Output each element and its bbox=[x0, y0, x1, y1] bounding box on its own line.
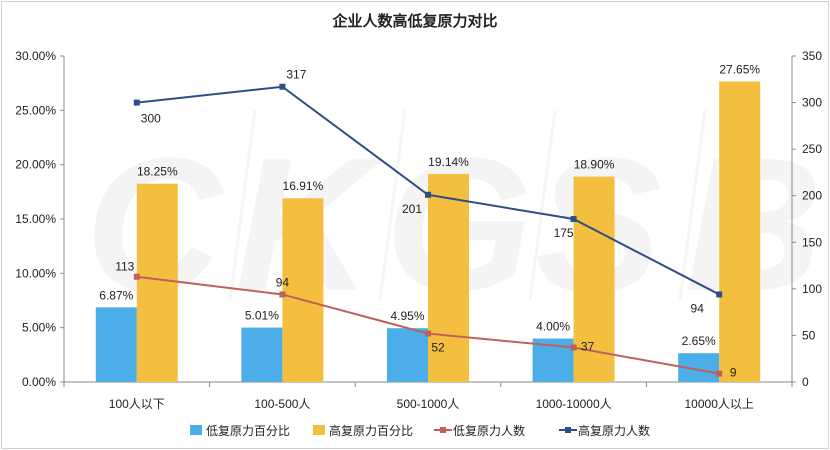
low-count-data-label: 37 bbox=[581, 340, 595, 354]
high-count-marker bbox=[425, 191, 431, 198]
watermark-slash bbox=[528, 109, 557, 301]
high-resilience-pct-bar bbox=[136, 183, 178, 382]
legend-label: 高复原力人数 bbox=[578, 423, 650, 438]
high-count-data-label: 94 bbox=[691, 301, 705, 315]
right-tick-label: 250 bbox=[802, 142, 822, 156]
low-pct-data-label: 4.00% bbox=[536, 320, 570, 334]
right-tick-label: 0 bbox=[802, 375, 809, 389]
low-pct-data-label: 5.01% bbox=[245, 309, 279, 323]
high-pct-data-label: 27.65% bbox=[719, 63, 760, 77]
high-count-marker bbox=[570, 216, 577, 222]
left-tick-label: 30.00% bbox=[15, 49, 56, 63]
low-count-data-label: 113 bbox=[115, 260, 134, 274]
left-tick-label: 25.00% bbox=[15, 103, 56, 117]
low-pct-data-label: 6.87% bbox=[99, 288, 133, 302]
legend-marker-2 bbox=[440, 427, 446, 433]
legend-label: 高复原力百分比 bbox=[329, 423, 413, 438]
legend-swatch-0 bbox=[190, 425, 202, 435]
left-tick-label: 20.00% bbox=[15, 158, 56, 172]
left-tick-label: 0.00% bbox=[22, 375, 56, 389]
x-tick-label: 100人以下 bbox=[109, 397, 165, 411]
high-pct-data-label: 18.90% bbox=[574, 158, 615, 172]
low-count-marker bbox=[570, 344, 577, 351]
low-pct-data-label: 4.95% bbox=[390, 309, 424, 323]
high-resilience-pct-bar bbox=[282, 198, 324, 382]
high-pct-data-label: 19.14% bbox=[428, 155, 469, 169]
high-pct-data-label: 18.25% bbox=[137, 165, 178, 179]
x-tick-label: 500-1000人 bbox=[397, 397, 460, 411]
low-resilience-pct-bar bbox=[241, 327, 283, 382]
low-pct-data-label: 2.65% bbox=[682, 334, 716, 348]
low-count-marker bbox=[279, 291, 286, 298]
low-count-data-label: 94 bbox=[276, 275, 290, 289]
legend-label: 低复原力人数 bbox=[453, 423, 525, 438]
high-count-marker bbox=[133, 99, 140, 106]
high-count-data-label: 201 bbox=[402, 202, 422, 216]
right-tick-label: 100 bbox=[802, 282, 822, 296]
x-tick-label: 100-500人 bbox=[254, 397, 310, 411]
chart-title: 企业人数高低复原力对比 bbox=[331, 12, 497, 30]
right-tick-label: 200 bbox=[802, 189, 822, 203]
low-count-data-label: 9 bbox=[730, 366, 737, 380]
legend-swatch-1 bbox=[313, 425, 325, 435]
watermark-slash bbox=[228, 109, 257, 301]
left-tick-label: 5.00% bbox=[22, 321, 56, 335]
low-count-marker bbox=[716, 370, 723, 377]
low-count-marker bbox=[425, 330, 431, 337]
right-tick-label: 300 bbox=[802, 96, 822, 110]
left-tick-label: 15.00% bbox=[15, 212, 56, 226]
x-tick-label: 1000-10000人 bbox=[536, 397, 612, 411]
legend-label: 低复原力百分比 bbox=[206, 424, 290, 438]
x-tick-label: 10000人以上 bbox=[685, 397, 754, 411]
right-tick-label: 350 bbox=[802, 49, 822, 63]
high-resilience-pct-bar bbox=[428, 174, 469, 382]
legend-marker-3 bbox=[565, 427, 571, 433]
high-count-data-label: 175 bbox=[554, 226, 574, 240]
watermark-slash bbox=[678, 109, 707, 301]
left-tick-label: 10.00% bbox=[15, 266, 56, 280]
high-resilience-pct-bar bbox=[719, 81, 761, 382]
watermark-slash bbox=[378, 109, 407, 301]
low-count-data-label: 52 bbox=[431, 341, 445, 355]
high-count-marker bbox=[716, 291, 723, 298]
low-resilience-pct-bar bbox=[387, 328, 428, 382]
low-count-marker bbox=[133, 273, 140, 280]
high-pct-data-label: 16.91% bbox=[283, 179, 324, 193]
high-count-data-label: 317 bbox=[286, 68, 306, 82]
right-tick-label: 150 bbox=[802, 235, 822, 249]
high-count-data-label: 300 bbox=[141, 112, 161, 126]
right-tick-label: 50 bbox=[802, 328, 816, 342]
low-resilience-pct-bar bbox=[95, 307, 137, 382]
high-count-marker bbox=[279, 83, 286, 90]
